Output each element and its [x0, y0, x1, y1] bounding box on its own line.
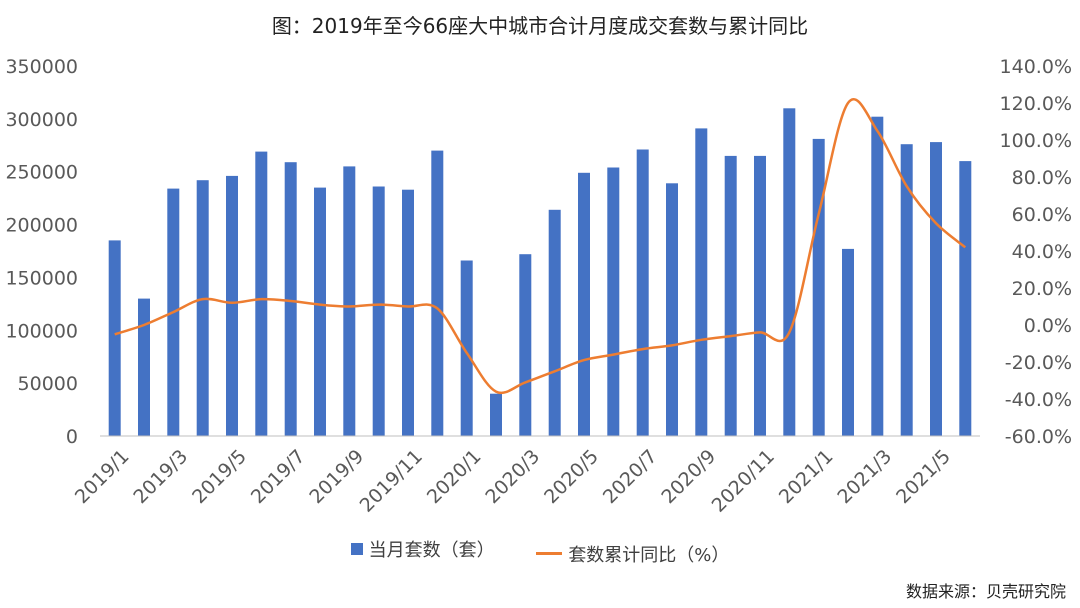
legend-swatch-bar [350, 543, 363, 555]
legend-label-line: 套数累计同比（%） [568, 544, 730, 566]
bar-2020/10 [724, 155, 737, 436]
bar-2020/8 [666, 183, 678, 436]
right-tick-label: 140.0% [1000, 56, 1072, 78]
bar-2019/7 [284, 162, 297, 436]
bar-2020/11 [754, 155, 766, 436]
x-tick-label: 2021/3 [833, 445, 896, 508]
line-layer [114, 98, 967, 394]
bar-2020/1 [460, 260, 473, 436]
x-tick-label: 2020/1 [423, 445, 486, 508]
bar-2019/4 [196, 180, 209, 436]
bar-2020/6 [607, 167, 620, 436]
bar-2021/5 [930, 142, 942, 436]
bar-2020/4 [548, 209, 561, 436]
x-tick-label: 2020/7 [599, 445, 662, 508]
x-tick-label: 2019/3 [129, 445, 192, 508]
bars-layer [108, 108, 972, 437]
left-tick-label: 300000 [5, 109, 78, 131]
right-axis-ticks: -60.0% -40.0% -20.0% 0.0% 20.0% 40.0% 60.0% 80.… [1000, 56, 1072, 448]
bar-2020/12 [783, 108, 796, 437]
chart-title: 图：2019年至今66座大中城市合计月度成交套数与累计同比 [271, 14, 809, 38]
x-tick-label: 2021/5 [892, 445, 955, 508]
bar-2019/10 [372, 186, 385, 436]
bar-2019/8 [314, 187, 326, 436]
right-tick-label: 120.0% [1000, 93, 1072, 115]
x-tick-label: 2020/5 [540, 445, 603, 508]
bar-2019/1 [108, 240, 121, 436]
right-tick-label: -60.0% [1005, 426, 1072, 448]
x-tick-label: 2019/7 [247, 445, 310, 508]
right-tick-label: -20.0% [1005, 352, 1072, 374]
right-tick-label: 100.0% [1000, 130, 1072, 152]
x-tick-label: 2020/3 [481, 445, 544, 508]
left-tick-label: 0 [66, 426, 78, 448]
left-tick-label: 250000 [5, 162, 78, 184]
x-tick-label: 2019/1 [71, 445, 134, 508]
bar-2020/7 [636, 149, 649, 436]
bar-2020/2 [490, 393, 502, 436]
source-note: 数据来源：贝壳研究院 [905, 582, 1066, 601]
bar-2019/2 [138, 298, 150, 436]
bar-2019/5 [226, 175, 238, 436]
x-tick-label: 2019/11 [356, 445, 427, 516]
left-tick-label: 150000 [5, 267, 78, 289]
x-tick-label: 2019/5 [188, 445, 251, 508]
bar-2021/3 [871, 116, 884, 436]
x-tick-label: 2020/11 [708, 445, 779, 516]
bar-2020/5 [578, 172, 590, 437]
line-series-yoy [114, 98, 967, 394]
right-tick-label: 80.0% [1012, 167, 1072, 189]
legend-item-line: 套数累计同比（%） [536, 541, 729, 567]
right-tick-label: 40.0% [1012, 241, 1072, 263]
bar-2021/1 [812, 138, 825, 436]
bar-2019/9 [343, 166, 356, 436]
right-tick-label: 0.0% [1024, 315, 1072, 337]
bar-2021/6 [959, 161, 972, 436]
right-tick-label: 60.0% [1012, 204, 1072, 226]
bar-2021/2 [842, 248, 854, 436]
bar-2020/9 [695, 128, 708, 436]
left-tick-label: 200000 [5, 215, 78, 237]
bar-2019/11 [402, 189, 414, 436]
bar-2019/6 [255, 151, 268, 436]
legend-item-bars: 当月套数（套） [350, 536, 495, 562]
bar-2019/12 [431, 150, 444, 436]
left-tick-label: 50000 [18, 373, 78, 395]
left-tick-label: 350000 [5, 56, 78, 78]
legend: 当月套数（套） 套数累计同比（%） [0, 536, 1080, 567]
bar-2020/3 [519, 254, 532, 436]
right-tick-label: -40.0% [1005, 389, 1072, 411]
left-axis-ticks: 0 50000 100000 150000 200000 250000 300000 3500… [5, 56, 78, 448]
bar-2021/4 [900, 144, 913, 436]
left-tick-label: 100000 [5, 320, 78, 342]
legend-label-bars: 当月套数（套） [368, 540, 495, 561]
x-tick-label: 2021/1 [775, 445, 838, 508]
right-tick-label: 20.0% [1012, 278, 1072, 300]
x-axis-ticks: 2019/12019/32019/52019/72019/92019/11202… [71, 445, 955, 516]
legend-swatch-line [536, 552, 563, 555]
